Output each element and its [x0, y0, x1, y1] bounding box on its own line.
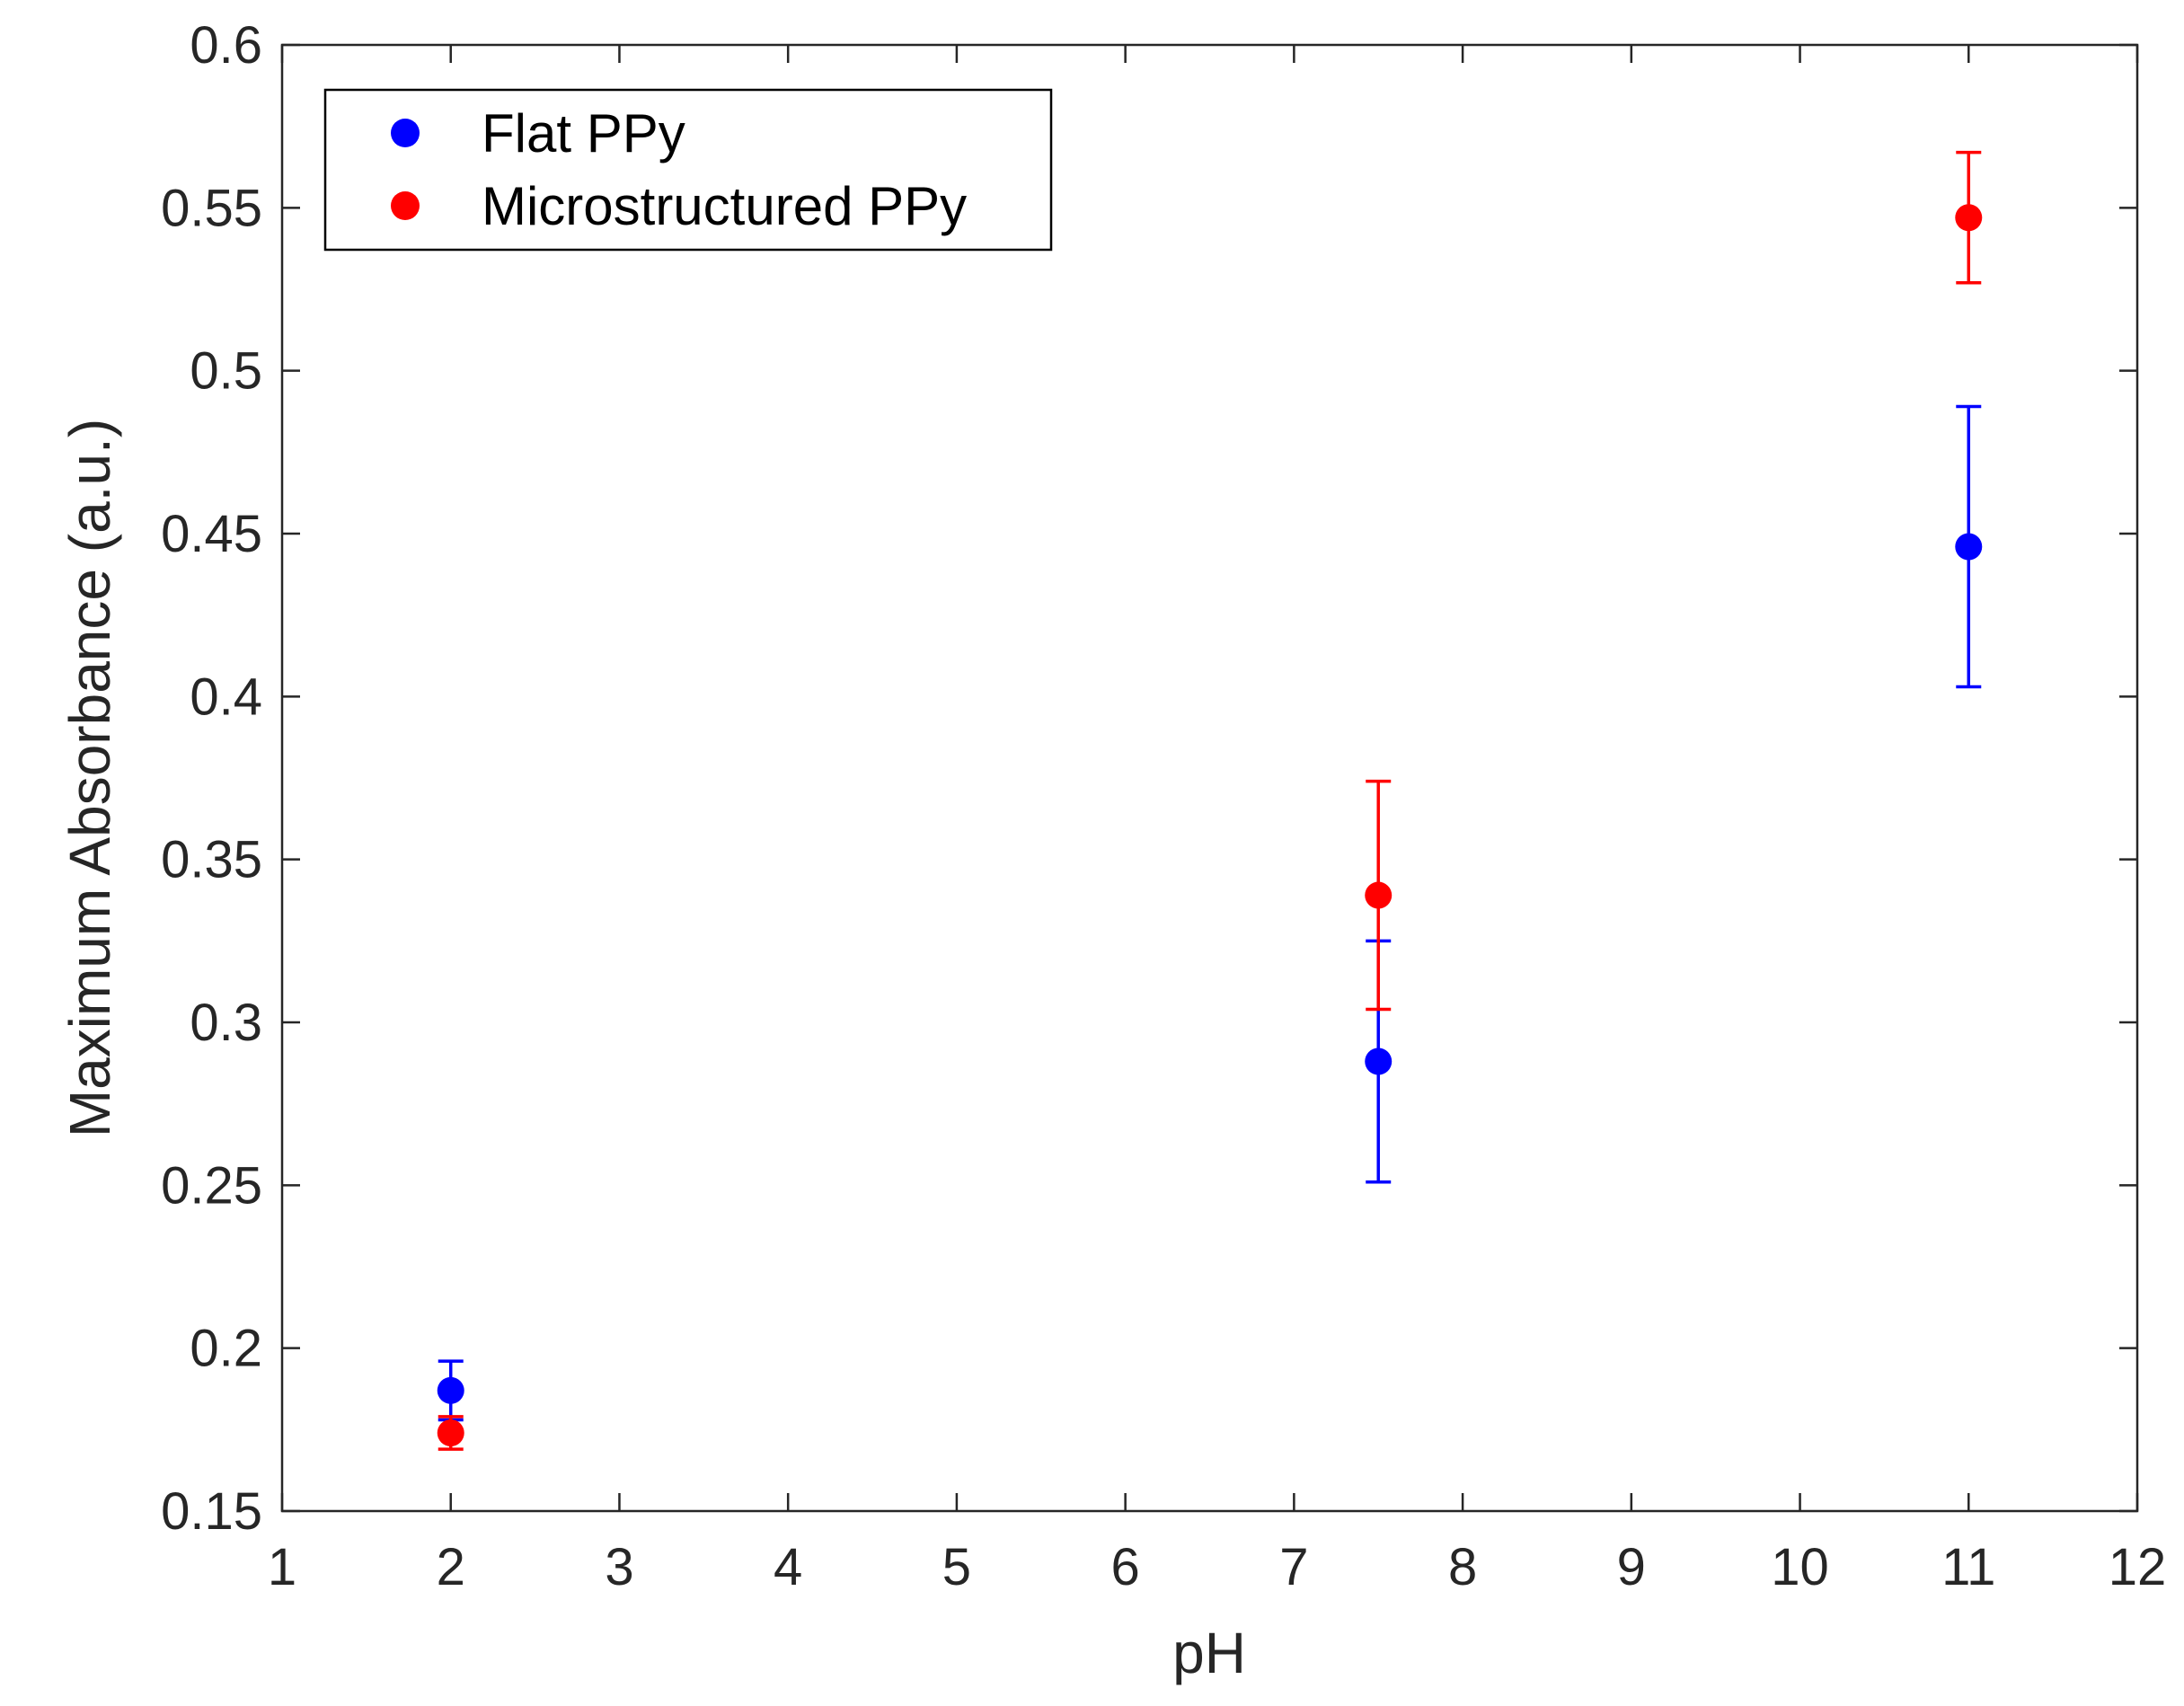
- legend-box: [323, 88, 1053, 252]
- legend-marker-microstructured-ppy: [391, 191, 420, 220]
- x-tick-label: 7: [1279, 1538, 1308, 1596]
- data-point-microstructured-ppy: [437, 1419, 464, 1446]
- series-layer: [437, 150, 1983, 1451]
- y-tick-label: 0.6: [190, 16, 262, 75]
- y-tick-label: 0.15: [161, 1482, 262, 1541]
- y-tick-label: 0.2: [190, 1320, 262, 1378]
- y-tick-label: 0.3: [190, 994, 262, 1052]
- x-tick-label: 5: [942, 1538, 971, 1596]
- y-tick-label: 0.55: [161, 179, 262, 237]
- legend-label-flat-ppy: Flat PPy: [482, 103, 685, 164]
- plot-frame: [280, 43, 2139, 1513]
- series-flat-ppy: [437, 404, 1983, 1422]
- data-point-flat-ppy: [1365, 1047, 1393, 1075]
- y-tick-label: 0.25: [161, 1156, 262, 1215]
- x-tick-label: 4: [774, 1538, 802, 1596]
- series-microstructured-ppy: [437, 150, 1983, 1451]
- x-tick-label: 3: [605, 1538, 633, 1596]
- x-axis-title: pH: [1172, 1621, 1246, 1685]
- y-tick-label: 0.5: [190, 342, 262, 401]
- legend-label-microstructured-ppy: Microstructured PPy: [482, 176, 967, 236]
- x-tick-label: 9: [1617, 1538, 1646, 1596]
- x-tick-label: 2: [437, 1538, 465, 1596]
- ticks-layer: 1 2 3 4 5 6 7 8 9 10 11 120.150.20.250.30.350.40.45…: [161, 16, 2166, 1596]
- x-tick-label: 8: [1448, 1538, 1477, 1596]
- y-tick-label: 0.45: [161, 505, 262, 563]
- data-point-microstructured-ppy: [1365, 881, 1393, 909]
- legend-marker-flat-ppy: [391, 119, 420, 147]
- x-tick-label: 10: [1771, 1538, 1829, 1596]
- x-tick-label: 12: [2109, 1538, 2167, 1596]
- legend: Flat PPy Microstructured PPy: [323, 88, 1053, 252]
- x-tick-label: 11: [1941, 1538, 1995, 1596]
- data-point-flat-ppy: [437, 1376, 464, 1404]
- data-point-microstructured-ppy: [1955, 204, 1983, 232]
- y-axis-title: Maximum Absorbance (a.u.): [57, 419, 122, 1137]
- x-tick-label: 6: [1111, 1538, 1140, 1596]
- y-tick-label: 0.35: [161, 831, 262, 889]
- data-point-flat-ppy: [1955, 533, 1983, 561]
- y-tick-label: 0.4: [190, 667, 262, 726]
- x-tick-label: 1: [268, 1538, 296, 1596]
- plot-area: [282, 45, 2137, 1511]
